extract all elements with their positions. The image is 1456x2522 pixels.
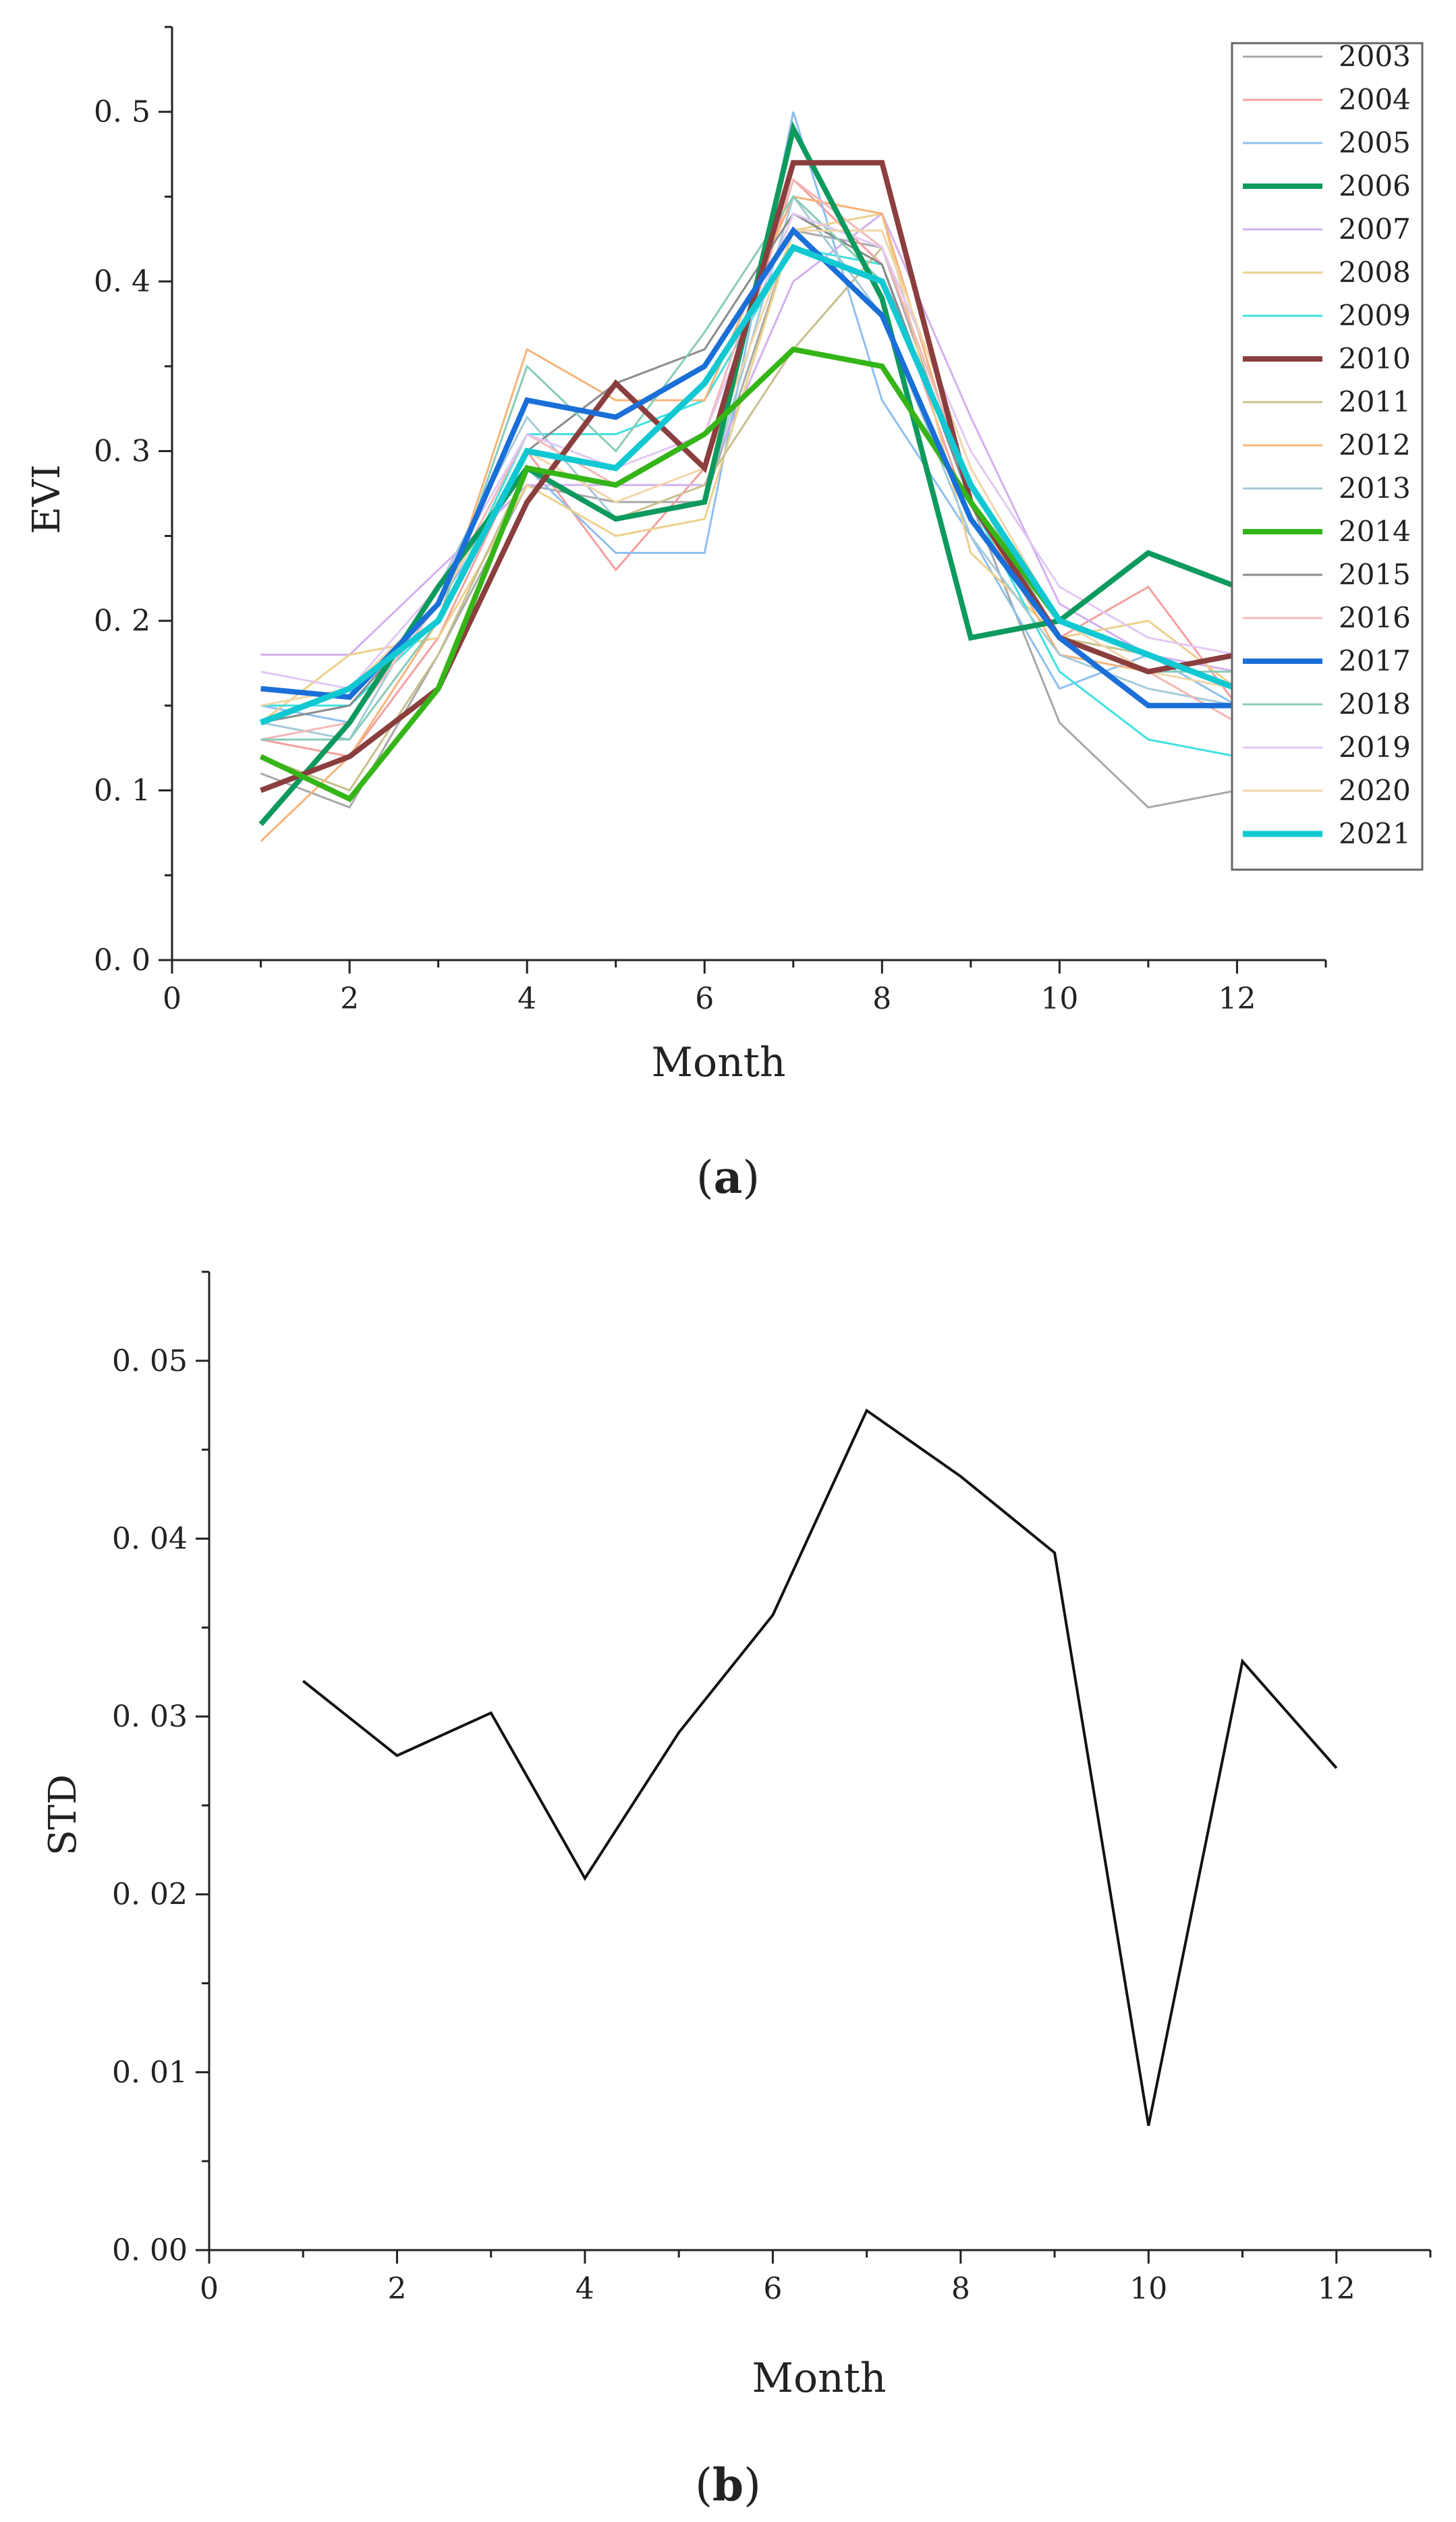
- panel-a-caption: (a): [696, 1151, 760, 1204]
- legend-label: 2015: [1339, 558, 1411, 591]
- legend-item-2020: 2020: [1243, 774, 1411, 807]
- legend-item-2015: 2015: [1243, 558, 1411, 591]
- legend-item-2005: 2005: [1243, 126, 1411, 159]
- legend-label: 2007: [1339, 213, 1411, 246]
- legend-label: 2011: [1339, 385, 1411, 418]
- legend-item-2009: 2009: [1243, 299, 1411, 332]
- legend-label: 2021: [1339, 817, 1411, 850]
- y-tick-label: 0. 0: [94, 943, 150, 978]
- y-tick-label: 0. 00: [112, 2233, 188, 2268]
- legend-box: [1231, 42, 1424, 871]
- legend-label: 2004: [1339, 83, 1411, 116]
- legend-item-2011: 2011: [1243, 385, 1411, 418]
- x-tick-label: 8: [951, 2272, 970, 2306]
- legend-label: 2010: [1339, 342, 1411, 375]
- x-tick-label: 12: [1318, 2272, 1355, 2306]
- series-line-2021: [259, 244, 1239, 726]
- legend-label: 2019: [1339, 731, 1411, 764]
- legend-item-2012: 2012: [1243, 428, 1411, 461]
- panel-b-axes: 0 2 4 6 8 10 12 0. 00 0. 01 0. 02 0. 03 0. 04 0. 05: [112, 1270, 1432, 2306]
- legend-item-2014: 2014: [1243, 515, 1411, 548]
- y-tick-label: 0. 04: [112, 1521, 188, 1556]
- legend-label: 2008: [1339, 256, 1411, 289]
- legend-label: 2016: [1339, 601, 1411, 634]
- x-tick-label: 8: [872, 982, 891, 1016]
- legend-label: 2006: [1339, 169, 1411, 202]
- legend-item-2010: 2010: [1243, 342, 1411, 375]
- y-tick-label: 0. 03: [112, 1700, 188, 1734]
- y-tick-label: 0. 02: [112, 1878, 188, 1912]
- x-tick-label: 2: [387, 2272, 406, 2306]
- x-tick-label: 10: [1040, 982, 1078, 1016]
- panel-a-y-axis-title: EVI: [25, 464, 69, 534]
- panel-a-series-lines: [258, 111, 1239, 843]
- legend-item-2018: 2018: [1243, 688, 1411, 721]
- x-tick-label: 0: [200, 2272, 219, 2306]
- y-tick-label: 0. 1: [94, 774, 150, 808]
- x-tick-label: 6: [695, 982, 714, 1016]
- legend-label: 2009: [1339, 299, 1411, 332]
- panel-a-x-axis-title: Month: [652, 1039, 786, 1086]
- panel-b-letter: b: [712, 2459, 744, 2511]
- legend-item-2019: 2019: [1243, 731, 1411, 764]
- panel-b-y-axis-title: STD: [41, 1774, 85, 1856]
- legend-label: 2003: [1339, 40, 1411, 73]
- series-line-2017: [260, 226, 1237, 708]
- y-tick-label: 0. 2: [94, 604, 150, 638]
- legend-item-2017: 2017: [1243, 644, 1411, 677]
- legend-item-2003: 2003: [1243, 40, 1411, 73]
- y-tick-label: 0. 4: [94, 264, 150, 299]
- legend-item-2021: 2021: [1243, 817, 1411, 850]
- series-line-2019: [260, 212, 1237, 690]
- legend-item-2004: 2004: [1243, 83, 1411, 116]
- legend-label: 2014: [1339, 515, 1411, 548]
- panel-b-std-chart: 0 2 4 6 8 10 120. 000. 010. 020. 030. 040. 05 …: [41, 1270, 1432, 2511]
- y-tick-label: 0. 05: [112, 1344, 188, 1378]
- series-line-2012: [260, 195, 1238, 843]
- panel-b-x-axis-title: Month: [752, 2355, 887, 2402]
- x-tick-label: 4: [517, 982, 536, 1016]
- legend-item-2008: 2008: [1243, 256, 1411, 289]
- x-tick-label: 10: [1129, 2272, 1167, 2306]
- panel-a-evi-chart: 0 2 4 6 8 10 120. 00. 10. 20. 30. 40. 5 Month …: [25, 26, 1424, 1204]
- x-tick-label: 4: [576, 2272, 594, 2306]
- x-tick-label: 0: [163, 982, 181, 1016]
- series-line-2003: [260, 229, 1237, 809]
- x-tick-label: 12: [1218, 982, 1256, 1016]
- y-tick-label: 0. 3: [94, 435, 150, 469]
- x-tick-label: 2: [340, 982, 359, 1016]
- legend-item-2013: 2013: [1243, 472, 1411, 505]
- panel-a-letter: a: [714, 1151, 743, 1204]
- legend-label: 2020: [1339, 774, 1411, 807]
- legend-item-2016: 2016: [1243, 601, 1411, 634]
- legend-label: 2013: [1339, 472, 1411, 505]
- y-tick-label: 0. 5: [94, 95, 150, 130]
- legend-label: 2005: [1339, 126, 1411, 159]
- legend-label: 2018: [1339, 688, 1411, 721]
- legend-item-2007: 2007: [1243, 213, 1411, 246]
- legend-item-2006: 2006: [1243, 169, 1411, 202]
- y-tick-label: 0. 01: [112, 2055, 188, 2090]
- panel-a-axes: 0 2 4 6 8 10 12 0. 0 0. 1 0. 2 0. 3 0. 4 0. 5: [94, 26, 1327, 1016]
- panel-b-series-lines: [302, 1408, 1338, 2126]
- series-line-2006: [258, 121, 1238, 826]
- series-line: [302, 1408, 1338, 2126]
- legend-label: 2012: [1339, 428, 1411, 461]
- x-tick-label: 6: [763, 2272, 782, 2306]
- panel-b-caption: (b): [695, 2459, 761, 2511]
- legend-label: 2017: [1339, 644, 1411, 677]
- panel-a-legend: 2003 2004 2005 2006 2007 2008 2009 2010 2011 2012…: [1231, 40, 1424, 871]
